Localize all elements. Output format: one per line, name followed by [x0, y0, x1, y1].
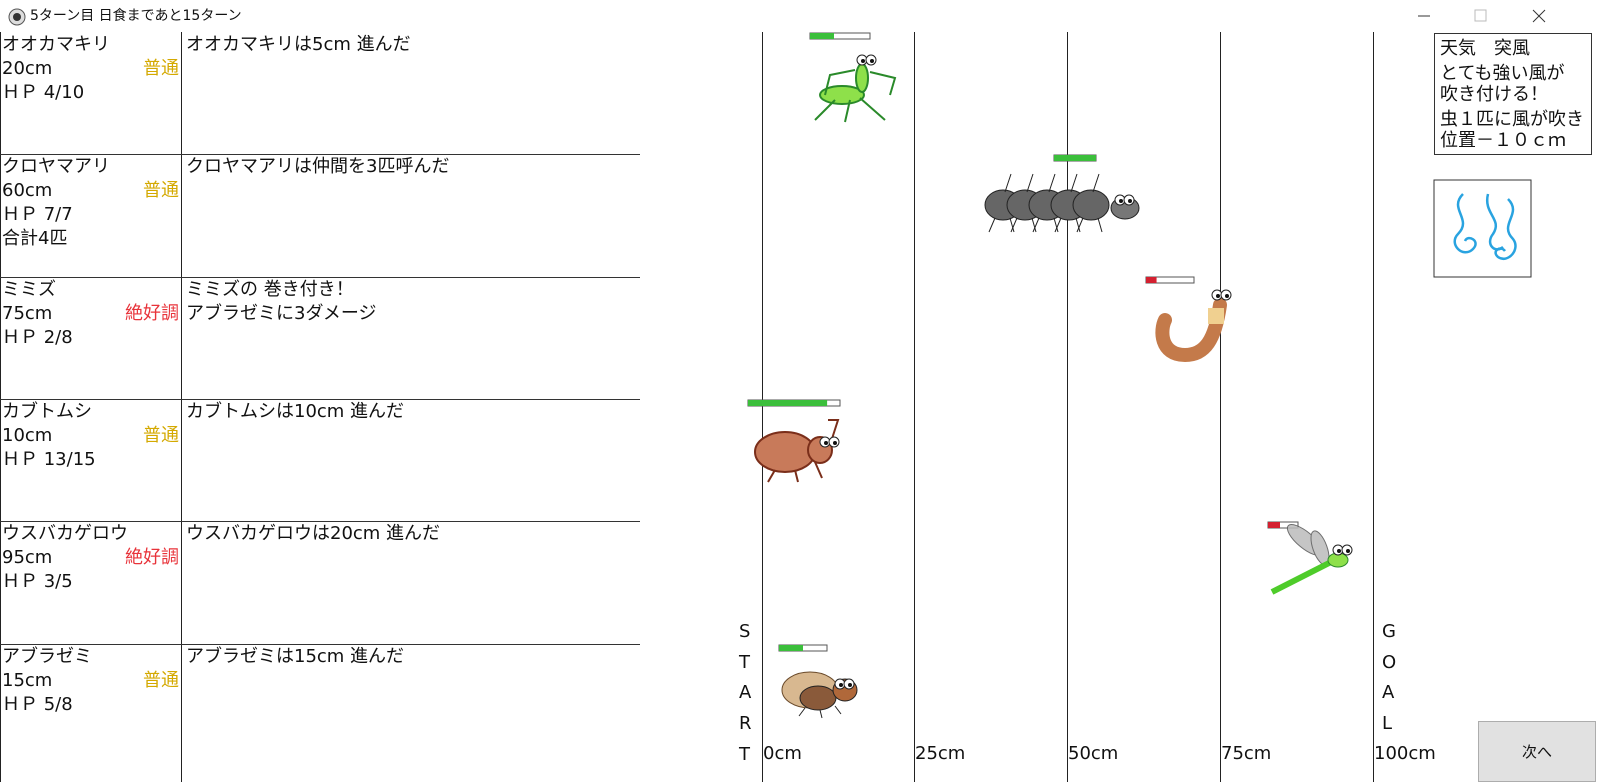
message: アブラゼミは15cm 進んだ	[186, 646, 405, 667]
maximize[interactable]	[1474, 9, 1487, 22]
extra-info: 合計4匹	[2, 228, 68, 249]
start-letter: T	[739, 743, 750, 765]
track-label: 100cm	[1374, 743, 1436, 764]
insect-name: クロヤマアリ	[2, 156, 110, 177]
distance: 60cm	[2, 180, 53, 201]
start-letter: A	[739, 682, 752, 704]
start-letter: S	[739, 621, 751, 642]
weather-box: 天気 突風とても強い風が 吹き付ける！ 虫１匹に風が吹き 位置－１０ｃｍ	[1434, 33, 1592, 155]
insect-sprite	[814, 54, 897, 123]
track-line	[914, 32, 915, 782]
track-line	[1220, 32, 1221, 782]
track-line	[1373, 32, 1374, 782]
distance: 10cm	[2, 425, 53, 446]
message: アブラゼミに3ダメージ	[186, 303, 377, 324]
app-icon	[8, 8, 26, 26]
track-label: 75cm	[1221, 743, 1272, 764]
hp: ＨＰ 2/8	[2, 327, 73, 348]
title-bar: 5ターン目 日食まであと15ターン	[0, 0, 1602, 32]
condition: 普通	[143, 425, 179, 446]
window-controls[interactable]	[1402, 0, 1602, 32]
hp: ＨＰ 3/5	[2, 571, 73, 592]
track-label: 0cm	[763, 743, 802, 764]
row-divider	[0, 154, 640, 155]
distance: 75cm	[2, 303, 53, 324]
track-label: 25cm	[915, 743, 966, 764]
track-line	[762, 32, 763, 782]
row-divider	[0, 521, 640, 522]
hp-bar	[1267, 521, 1299, 529]
insect-sprite	[781, 671, 858, 719]
goal-letter: L	[1382, 713, 1393, 735]
message: ミミズの 巻き付き！	[186, 279, 354, 300]
hp-bar	[1053, 154, 1097, 162]
condition: 絶好調	[125, 547, 179, 568]
insect-name: オオカマキリ	[2, 34, 110, 55]
weather-text: 吹き付ける！	[1440, 84, 1548, 105]
next-button[interactable]: 次へ	[1478, 721, 1596, 782]
row-divider	[0, 277, 640, 278]
hp-bar	[1145, 276, 1195, 284]
start-letter: R	[739, 713, 752, 735]
insect-name: カブトムシ	[2, 401, 92, 422]
hp-bar	[809, 32, 871, 40]
insect-sprite	[984, 173, 1140, 233]
window-title: 5ターン目 日食まであと15ターン	[30, 8, 242, 24]
message: オオカマキリは5cm 進んだ	[186, 34, 411, 55]
hp: ＨＰ 4/10	[2, 82, 85, 103]
track-line	[1067, 32, 1068, 782]
panel-border	[0, 32, 1, 782]
goal-letter: A	[1382, 682, 1395, 704]
wind-icon	[1433, 179, 1532, 278]
insect-sprite	[1270, 524, 1353, 595]
distance: 15cm	[2, 670, 53, 691]
row-divider	[0, 399, 640, 400]
weather-text: 天気 突風	[1440, 38, 1530, 59]
column-divider	[181, 32, 182, 782]
close[interactable]	[1532, 9, 1546, 23]
track-label: 50cm	[1068, 743, 1119, 764]
hp: ＨＰ 5/8	[2, 694, 73, 715]
message: ウスバカゲロウは20cm 進んだ	[186, 523, 441, 544]
weather-text: 位置－１０ｃｍ	[1440, 130, 1566, 151]
insect-sprite	[754, 419, 840, 483]
distance: 20cm	[2, 58, 53, 79]
condition: 普通	[143, 180, 179, 201]
weather-text: 虫１匹に風が吹き	[1440, 109, 1584, 130]
condition: 普通	[143, 670, 179, 691]
insect-name: ミミズ	[2, 279, 56, 300]
goal-letter: O	[1382, 651, 1397, 673]
condition: 絶好調	[125, 303, 179, 324]
start-letter: T	[739, 651, 750, 673]
message: カブトムシは10cm 進んだ	[186, 401, 405, 422]
message: クロヤマアリは仲間を3匹呼んだ	[186, 156, 450, 177]
hp: ＨＰ 13/15	[2, 449, 96, 470]
insect-name: アブラゼミ	[2, 646, 92, 667]
hp-bar	[778, 644, 828, 652]
hp: ＨＰ 7/7	[2, 204, 73, 225]
distance: 95cm	[2, 547, 53, 568]
goal-letter: G	[1382, 621, 1396, 642]
insect-name: ウスバカゲロウ	[2, 523, 128, 544]
condition: 普通	[143, 58, 179, 79]
row-divider	[0, 644, 640, 645]
weather-text: とても強い風が	[1440, 63, 1565, 84]
